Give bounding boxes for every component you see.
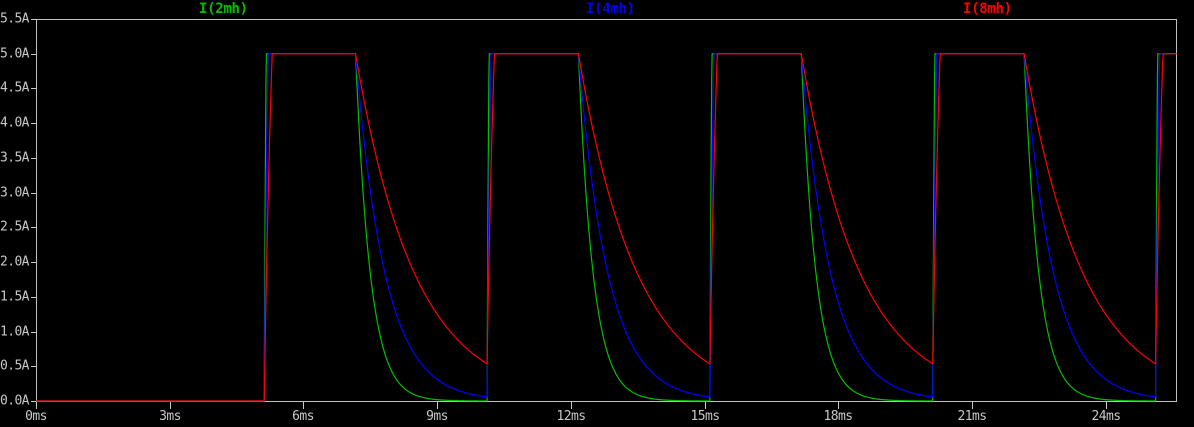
x-tick-mark (170, 402, 171, 409)
y-tick-mark (31, 401, 37, 402)
x-tick-label: 0ms (25, 409, 47, 424)
y-tick-label: 2.5A (0, 219, 30, 235)
x-tick-mark (303, 402, 304, 409)
x-tick-mark (972, 402, 973, 409)
y-tick-mark (31, 19, 37, 20)
y-tick-label: 1.0A (0, 324, 30, 340)
y-tick-mark (31, 366, 37, 367)
y-tick-mark (31, 158, 37, 159)
x-tick-mark (437, 402, 438, 409)
x-tick-label: 3ms (159, 409, 181, 424)
y-tick-label: 5.5A (0, 11, 30, 27)
x-tick-mark (705, 402, 706, 409)
y-tick-mark (31, 54, 37, 55)
x-tick-label: 18ms (823, 409, 854, 424)
x-tick-mark (1106, 402, 1107, 409)
y-tick-mark (31, 297, 37, 298)
y-tick-mark (31, 227, 37, 228)
x-tick-mark (571, 402, 572, 409)
x-tick-label: 21ms (957, 409, 988, 424)
y-tick-label: 0.5A (0, 358, 30, 374)
x-tick-label: 24ms (1091, 409, 1122, 424)
y-tick-label: 4.5A (0, 80, 30, 96)
x-tick-label: 9ms (426, 409, 448, 424)
legend-item-i4mh[interactable]: I(4mh) (586, 1, 635, 17)
y-tick-mark (31, 332, 37, 333)
plot-frame[interactable] (36, 19, 1177, 402)
y-tick-mark (31, 88, 37, 89)
legend-item-i2mh[interactable]: I(2mh) (199, 1, 248, 17)
y-tick-label: 1.5A (0, 289, 30, 305)
y-tick-label: 5.0A (0, 46, 30, 62)
y-tick-label: 3.5A (0, 150, 30, 166)
x-tick-mark (36, 402, 37, 409)
y-tick-label: 3.0A (0, 185, 30, 201)
y-tick-mark (31, 193, 37, 194)
legend: I(2mh) I(4mh) I(8mh) (0, 0, 1194, 19)
y-tick-label: 0.0A (0, 393, 30, 409)
x-tick-mark (838, 402, 839, 409)
y-tick-mark (31, 262, 37, 263)
x-tick-label: 15ms (690, 409, 721, 424)
y-tick-label: 4.0A (0, 115, 30, 131)
y-tick-label: 2.0A (0, 254, 30, 270)
y-tick-mark (31, 123, 37, 124)
legend-item-i8mh[interactable]: I(8mh) (963, 1, 1012, 17)
x-tick-label: 6ms (292, 409, 314, 424)
x-tick-label: 12ms (556, 409, 587, 424)
